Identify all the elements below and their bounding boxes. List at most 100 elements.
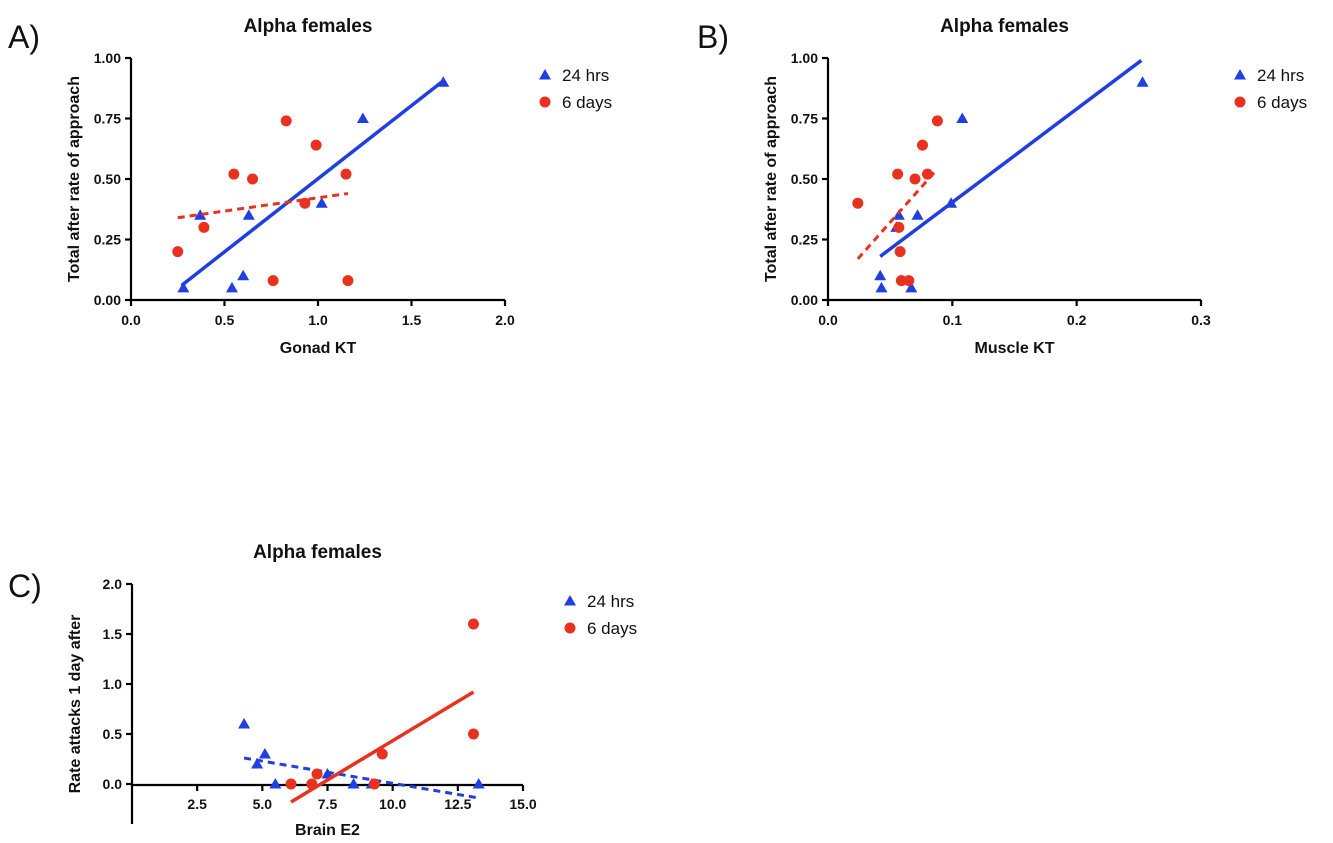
x-tick-label: 0.5: [215, 312, 235, 328]
data-point-circle: [280, 115, 292, 127]
x-tick-label: 12.5: [444, 796, 471, 812]
x-tick-label: 1.5: [402, 312, 422, 328]
x-axis-label: Muscle KT: [974, 340, 1054, 357]
data-point-circle: [310, 139, 322, 151]
x-tick-label: 7.5: [318, 796, 338, 812]
data-point-circle: [285, 778, 297, 790]
data-point-circle: [921, 168, 933, 180]
data-point-circle: [467, 618, 479, 630]
legend-marker-circle: [539, 96, 551, 108]
data-point-circle: [916, 139, 928, 151]
y-tick-label: 0.00: [791, 292, 818, 308]
fit-line-24hrs: [180, 80, 443, 287]
x-tick-label: 2.5: [187, 796, 207, 812]
fit-line-6days: [290, 690, 475, 804]
panel-letter: B): [697, 19, 729, 55]
data-point-circle: [903, 275, 915, 287]
panel-letter: C): [8, 568, 42, 604]
y-tick-label: 1.00: [791, 50, 818, 66]
y-tick-label: 0.50: [94, 171, 121, 187]
legend-label: 6 days: [562, 93, 612, 112]
data-point-triangle: [911, 209, 924, 220]
data-point-triangle: [251, 758, 264, 769]
data-point-circle: [311, 768, 323, 780]
y-tick-label: 0.0: [103, 776, 123, 792]
legend-marker-circle: [1234, 96, 1246, 108]
y-tick-label: 0.50: [791, 171, 818, 187]
data-point-triangle: [905, 281, 918, 293]
x-tick-label: 5.0: [253, 796, 273, 812]
data-point-circle: [893, 221, 905, 233]
x-axis-label: Gonad KT: [280, 340, 357, 357]
data-point-triangle: [874, 269, 887, 281]
data-point-triangle: [956, 112, 969, 123]
data-point-circle: [228, 168, 240, 180]
data-point-triangle: [875, 281, 888, 293]
x-tick-label: 2.0: [495, 312, 515, 328]
legend-marker-triangle: [539, 69, 551, 80]
data-point-circle: [172, 246, 184, 258]
data-point-circle: [852, 197, 864, 209]
y-axis-label: Rate attacks 1 day after: [67, 615, 84, 794]
y-tick-label: 0.5: [103, 726, 123, 742]
y-tick-label: 0.25: [94, 232, 121, 248]
legend-marker-circle: [564, 622, 576, 634]
data-point-triangle: [1136, 76, 1149, 87]
x-tick-label: 1.0: [308, 312, 328, 328]
data-point-circle: [342, 275, 354, 287]
data-point-triangle: [242, 209, 255, 220]
legend-label: 24 hrs: [562, 66, 609, 85]
data-point-triangle: [472, 778, 485, 789]
legend-label: 6 days: [1257, 93, 1307, 112]
x-tick-label: 0.2: [1067, 312, 1087, 328]
data-point-triangle: [945, 197, 958, 208]
data-point-circle: [909, 173, 921, 185]
legend-marker-triangle: [564, 595, 576, 606]
data-point-triangle: [258, 748, 271, 759]
chart-title: Alpha females: [940, 16, 1069, 37]
data-point-circle: [299, 197, 311, 209]
y-tick-label: 1.00: [94, 50, 121, 66]
data-point-circle: [306, 778, 318, 790]
y-tick-label: 0.00: [94, 292, 121, 308]
data-point-triangle: [269, 778, 282, 789]
data-point-circle: [376, 748, 388, 760]
x-tick-label: 10.0: [379, 796, 406, 812]
y-axis-label: Total after rate of approach: [763, 76, 780, 282]
data-point-triangle: [315, 197, 328, 208]
fit-line-6days: [856, 170, 937, 260]
data-point-circle: [340, 168, 352, 180]
data-point-triangle: [238, 718, 251, 729]
chart-panel-a: A) Alpha females 0.00 0.25 0.50 0.75 1.00 0.0 0.…: [8, 16, 612, 357]
chart-panel-b: B) Alpha females 0.00 0.25 0.50 0.75 1.00 0.0 0.…: [697, 16, 1307, 357]
y-tick-label: 0.25: [791, 232, 818, 248]
data-point-circle: [267, 275, 279, 287]
chart-panel-c: C) Alpha females 0.0 0.5 1.0 1.5 2.0 2.5 5.0 7.5 1…: [8, 542, 637, 839]
y-tick-label: 0.75: [791, 111, 818, 127]
fit-line-24hrs: [243, 756, 479, 800]
legend-label: 24 hrs: [1257, 66, 1304, 85]
x-tick-label: 0.1: [943, 312, 963, 328]
y-tick-label: 1.5: [103, 626, 123, 642]
data-point-circle: [368, 778, 380, 790]
x-tick-label: 0.0: [121, 312, 141, 328]
fit-line-24hrs: [879, 59, 1143, 258]
y-tick-label: 1.0: [103, 676, 123, 692]
x-axis-label: Brain E2: [295, 822, 360, 839]
data-point-triangle: [321, 768, 334, 779]
data-point-triangle: [225, 281, 238, 293]
data-point-triangle: [347, 778, 360, 789]
data-point-triangle: [237, 269, 250, 281]
data-point-triangle: [437, 76, 450, 87]
data-point-circle: [247, 173, 259, 185]
data-point-triangle: [177, 281, 190, 293]
y-tick-label: 0.75: [94, 111, 121, 127]
chart-title: Alpha females: [244, 16, 373, 37]
data-point-triangle: [194, 209, 207, 220]
data-point-circle: [198, 221, 210, 233]
legend-label: 24 hrs: [587, 592, 634, 611]
y-axis-label: Total after rate of approach: [66, 76, 83, 282]
panel-letter: A): [8, 19, 40, 55]
data-point-circle: [467, 728, 479, 740]
